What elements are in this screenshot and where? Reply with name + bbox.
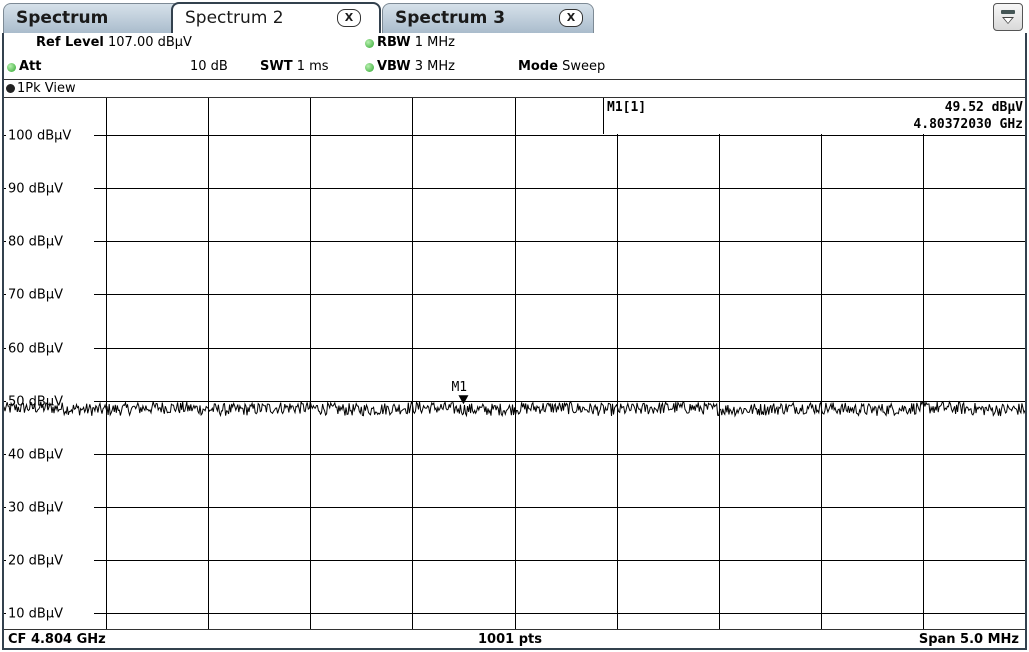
tab-spectrum-2[interactable]: Spectrum 2 X (171, 2, 381, 33)
rbw-label: RBW (377, 35, 411, 50)
y-tick-label: 20 dBµV (8, 554, 63, 569)
tab-spectrum[interactable]: Spectrum (3, 3, 181, 33)
mode-label: Mode (518, 59, 558, 74)
y-tick-label: 30 dBµV (8, 501, 63, 516)
y-tick-label-background (6, 180, 94, 197)
tab-label: Spectrum (16, 8, 109, 28)
y-tick-label-background (6, 340, 94, 357)
menu-bar-icon (1001, 10, 1015, 14)
tab-bar: Spectrum Spectrum 2 X Spectrum 3 X (0, 0, 1029, 33)
y-tick-label: 60 dBµV (8, 342, 63, 357)
frequency-span[interactable]: Span 5.0 MHz (918, 632, 1019, 647)
swt-value: 1 ms (296, 59, 329, 74)
tab-label: Spectrum 2 (185, 8, 284, 28)
close-tab-icon[interactable]: X (559, 9, 583, 27)
y-tick-label-background (6, 499, 94, 516)
marker-table-background (603, 98, 1025, 134)
vbw-indicator-icon (365, 63, 374, 72)
spectrum-window: Ref Level 107.00 dBµV Att 10 dB SWT 1 ms… (2, 33, 1027, 650)
y-tick-label-background (6, 605, 94, 622)
y-tick-label: 10 dBµV (8, 607, 63, 622)
swt[interactable]: SWT 1 ms (260, 59, 329, 74)
y-tick-label: 90 dBµV (8, 182, 63, 197)
y-tick-label-background (6, 233, 94, 250)
y-tick-label: 40 dBµV (8, 448, 63, 463)
att-value[interactable]: 10 dB (190, 59, 228, 74)
y-tick-label-background (6, 127, 94, 144)
rbw-indicator-icon (365, 39, 374, 48)
att-indicator-icon (7, 63, 16, 72)
view-title: 1Pk View (17, 81, 76, 96)
ref-level-label: Ref Level (36, 35, 104, 50)
y-tick-label: 100 dBµV (8, 129, 71, 144)
y-tick-label: 80 dBµV (8, 235, 63, 250)
status-footer: CF 4.804 GHz 1001 pts Span 5.0 MHz (4, 629, 1025, 649)
sweep-points[interactable]: 1001 pts (478, 632, 542, 647)
y-tick-label-background (6, 552, 94, 569)
marker-triangle-icon (458, 395, 469, 405)
att-label: Att (19, 59, 42, 74)
vbw-value: 3 MHz (414, 59, 455, 74)
mode[interactable]: Mode Sweep (518, 59, 605, 74)
y-tick-label: 70 dBµV (8, 288, 63, 303)
tab-label: Spectrum 3 (395, 8, 506, 28)
close-tab-icon[interactable]: X (337, 9, 361, 27)
y-tick-label-background (6, 446, 94, 463)
marker-level: 49.52 dBµV (945, 100, 1023, 115)
grid (4, 98, 1025, 629)
marker-m1[interactable]: M1 (451, 380, 469, 405)
marker-label: M1 (451, 380, 467, 395)
view-indicator-icon (6, 84, 15, 93)
ref-level-value: 107.00 dBµV (108, 35, 192, 50)
center-frequency[interactable]: CF 4.804 GHz (8, 632, 106, 647)
ref-level[interactable]: Ref Level 107.00 dBµV (36, 35, 192, 50)
view-label: 1Pk View (4, 79, 1025, 98)
marker-table-label: M1[1] (607, 100, 646, 115)
rbw[interactable]: RBW 1 MHz (377, 35, 455, 50)
vbw-label: VBW (377, 59, 411, 74)
spectrum-trace (4, 400, 1025, 418)
vbw[interactable]: VBW 3 MHz (377, 59, 455, 74)
mode-value: Sweep (562, 59, 606, 74)
chevron-inner (1004, 18, 1012, 23)
y-tick-label-background (6, 393, 94, 410)
tab-spectrum-3[interactable]: Spectrum 3 X (382, 3, 594, 33)
y-tick-label-background (6, 286, 94, 303)
marker-frequency: 4.80372030 GHz (913, 117, 1023, 132)
measurement-settings: Ref Level 107.00 dBµV Att 10 dB SWT 1 ms… (4, 33, 1025, 77)
rbw-value: 1 MHz (414, 35, 455, 50)
swt-label: SWT (260, 59, 293, 74)
dropdown-menu-icon[interactable] (993, 3, 1023, 31)
